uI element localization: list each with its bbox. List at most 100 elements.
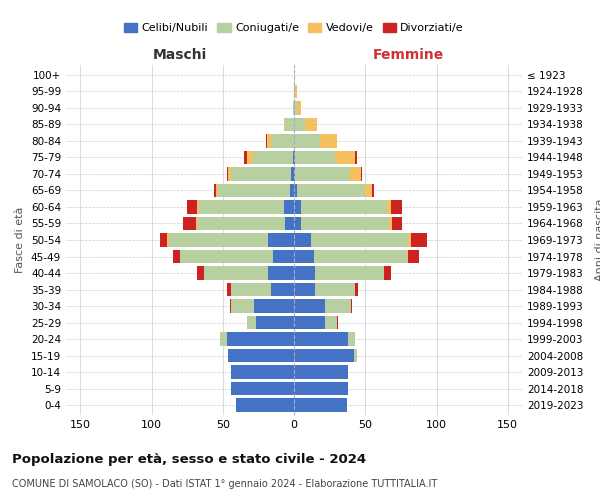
Bar xyxy=(232,283,271,296)
Bar xyxy=(268,266,294,280)
Bar xyxy=(411,234,427,246)
Bar xyxy=(215,184,218,197)
Bar xyxy=(286,118,294,131)
Bar xyxy=(294,382,348,395)
Bar xyxy=(290,184,294,197)
Bar xyxy=(294,300,325,312)
Bar xyxy=(295,168,350,180)
Bar xyxy=(314,250,407,263)
Bar xyxy=(351,300,352,312)
Bar xyxy=(232,300,254,312)
Bar xyxy=(220,332,227,345)
Bar xyxy=(229,349,294,362)
Bar xyxy=(169,234,268,246)
Bar xyxy=(294,332,348,345)
Bar xyxy=(337,316,338,329)
Bar xyxy=(247,151,253,164)
Bar xyxy=(355,151,356,164)
Bar xyxy=(197,266,204,280)
Bar xyxy=(294,200,301,213)
Bar xyxy=(389,217,392,230)
Bar xyxy=(197,200,199,213)
Bar xyxy=(392,217,403,230)
Bar xyxy=(232,382,294,395)
Text: Femmine: Femmine xyxy=(373,48,443,62)
Bar xyxy=(256,316,294,329)
Bar xyxy=(294,151,295,164)
Bar xyxy=(297,102,301,114)
Bar xyxy=(294,184,297,197)
Bar xyxy=(316,266,384,280)
Bar xyxy=(407,250,408,263)
Bar xyxy=(227,332,294,345)
Bar xyxy=(297,184,365,197)
Bar xyxy=(294,85,295,98)
Bar xyxy=(325,300,351,312)
Y-axis label: Anni di nascita: Anni di nascita xyxy=(595,198,600,281)
Bar xyxy=(204,266,268,280)
Bar xyxy=(244,151,247,164)
Bar xyxy=(373,184,374,197)
Bar xyxy=(197,217,286,230)
Bar xyxy=(294,316,325,329)
Bar xyxy=(408,234,411,246)
Bar xyxy=(294,266,316,280)
Bar xyxy=(291,168,294,180)
Bar xyxy=(311,234,408,246)
Bar xyxy=(180,250,272,263)
Bar xyxy=(196,217,197,230)
Bar xyxy=(320,134,337,147)
Bar xyxy=(348,332,355,345)
Bar xyxy=(293,102,294,114)
Bar xyxy=(295,85,297,98)
Text: Popolazione per età, sesso e stato civile - 2024: Popolazione per età, sesso e stato civil… xyxy=(12,452,366,466)
Bar xyxy=(391,200,402,213)
Bar xyxy=(294,366,348,378)
Bar xyxy=(408,250,419,263)
Bar xyxy=(218,184,290,197)
Y-axis label: Fasce di età: Fasce di età xyxy=(16,207,25,273)
Bar xyxy=(160,234,167,246)
Bar xyxy=(301,217,389,230)
Bar xyxy=(214,184,215,197)
Bar xyxy=(199,200,284,213)
Bar xyxy=(267,134,271,147)
Bar xyxy=(284,118,286,131)
Bar xyxy=(355,283,358,296)
Bar xyxy=(294,168,295,180)
Bar xyxy=(305,118,317,131)
Bar xyxy=(183,217,196,230)
Bar xyxy=(173,250,180,263)
Bar xyxy=(294,349,354,362)
Bar xyxy=(361,168,362,180)
Bar xyxy=(271,283,294,296)
Bar xyxy=(293,151,294,164)
Bar xyxy=(229,168,232,180)
Bar xyxy=(253,151,293,164)
Bar xyxy=(295,151,335,164)
Bar xyxy=(294,134,320,147)
Text: Maschi: Maschi xyxy=(153,48,207,62)
Bar xyxy=(354,349,357,362)
Legend: Celibi/Nubili, Coniugati/e, Vedovi/e, Divorziati/e: Celibi/Nubili, Coniugati/e, Vedovi/e, Di… xyxy=(119,18,469,38)
Bar xyxy=(254,300,294,312)
Bar xyxy=(271,134,294,147)
Bar xyxy=(268,234,294,246)
Bar xyxy=(232,168,291,180)
Bar xyxy=(316,283,355,296)
Bar xyxy=(386,200,391,213)
Bar xyxy=(294,234,311,246)
Bar xyxy=(294,398,347,411)
Bar xyxy=(230,300,232,312)
Bar xyxy=(232,366,294,378)
Bar xyxy=(335,151,355,164)
Bar xyxy=(247,316,256,329)
Bar xyxy=(294,102,297,114)
Bar xyxy=(284,200,294,213)
Bar xyxy=(301,200,386,213)
Bar xyxy=(350,168,361,180)
Bar xyxy=(236,398,294,411)
Bar xyxy=(227,283,232,296)
Bar xyxy=(294,250,314,263)
Bar xyxy=(286,217,294,230)
